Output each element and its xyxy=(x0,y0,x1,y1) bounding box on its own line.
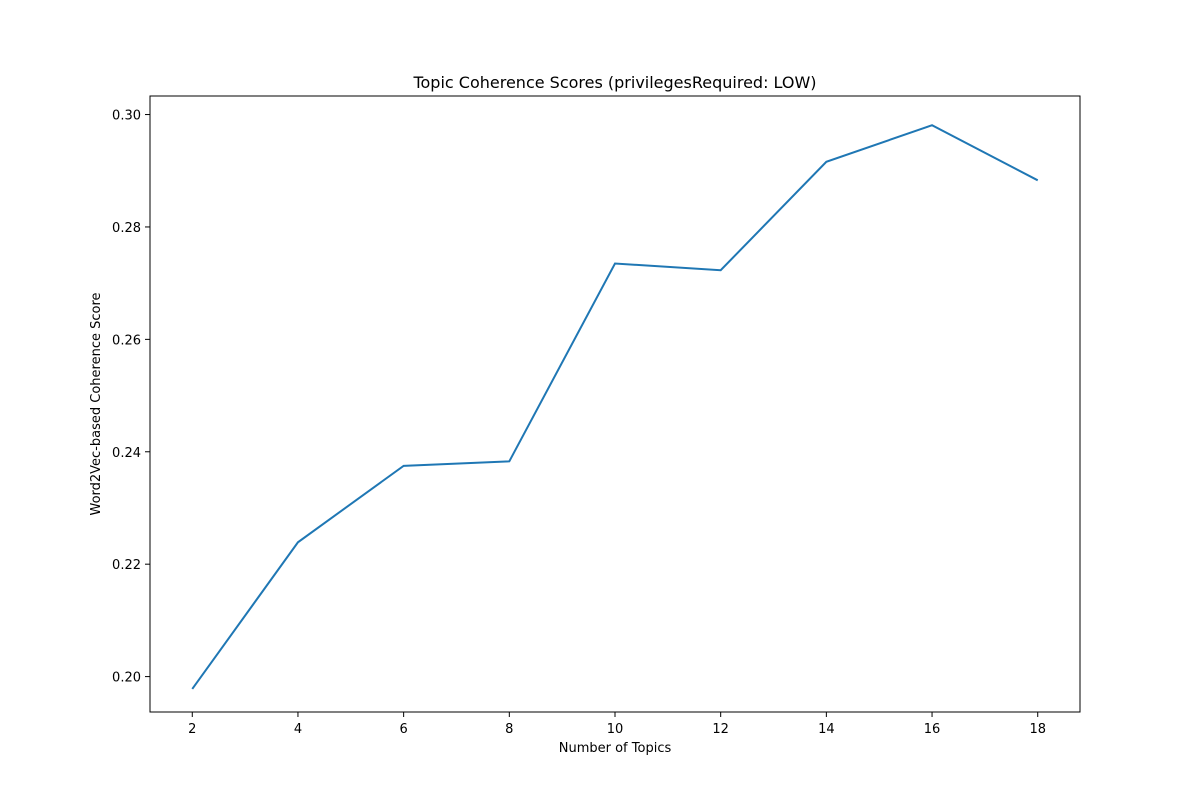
y-tick-label: 0.22 xyxy=(112,558,141,573)
y-tick-label: 0.30 xyxy=(112,109,141,124)
x-tick-label: 10 xyxy=(607,722,624,737)
y-axis: 0.20 0.22 0.24 0.26 0.28 0.30 xyxy=(112,109,150,686)
series-line xyxy=(191,124,1039,690)
x-tick-label: 4 xyxy=(294,722,302,737)
x-axis-label: Number of Topics xyxy=(559,741,672,756)
x-tick-label: 8 xyxy=(505,722,513,737)
plot-frame xyxy=(149,95,1081,713)
x-tick-label: 16 xyxy=(924,722,941,737)
plot-area xyxy=(149,95,1081,713)
y-tick-label: 0.28 xyxy=(112,221,141,236)
x-axis: 2 4 6 8 10 12 14 16 18 xyxy=(188,712,1046,737)
y-tick-label: 0.20 xyxy=(112,671,141,686)
x-tick-label: 2 xyxy=(188,722,196,737)
y-axis-label: Word2Vec-based Coherence Score xyxy=(89,292,104,515)
x-tick-label: 6 xyxy=(399,722,407,737)
x-tick-label: 14 xyxy=(818,722,835,737)
x-tick-label: 12 xyxy=(712,722,729,737)
y-tick-label: 0.26 xyxy=(112,333,141,348)
y-tick-label: 0.24 xyxy=(112,446,141,461)
chart-title: Topic Coherence Scores (privilegesRequir… xyxy=(412,73,816,92)
x-tick-label: 18 xyxy=(1029,722,1046,737)
